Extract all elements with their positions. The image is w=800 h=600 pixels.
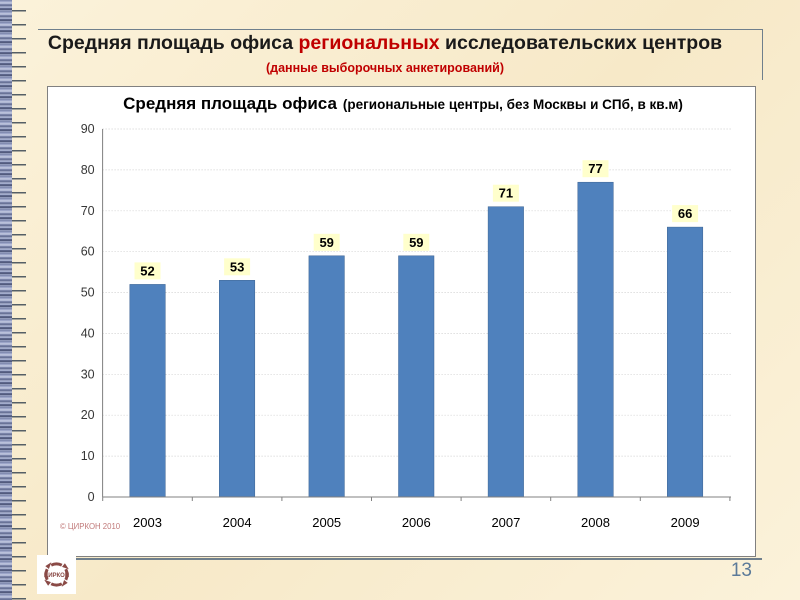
svg-text:0: 0 — [88, 490, 95, 504]
svg-text:66: 66 — [678, 206, 692, 221]
svg-text:59: 59 — [319, 235, 333, 250]
svg-text:70: 70 — [81, 204, 95, 218]
svg-text:2009: 2009 — [671, 515, 700, 530]
svg-text:59: 59 — [409, 235, 423, 250]
svg-text:ЦИРКОН: ЦИРКОН — [44, 573, 69, 579]
svg-text:52: 52 — [140, 263, 154, 278]
svg-text:2004: 2004 — [223, 515, 252, 530]
svg-text:80: 80 — [81, 163, 95, 177]
svg-text:71: 71 — [499, 186, 513, 201]
svg-text:60: 60 — [81, 245, 95, 259]
svg-text:2008: 2008 — [581, 515, 610, 530]
svg-text:20: 20 — [81, 408, 95, 422]
svg-text:53: 53 — [230, 259, 244, 274]
svg-text:40: 40 — [81, 326, 95, 340]
svg-text:2006: 2006 — [402, 515, 431, 530]
svg-text:2007: 2007 — [491, 515, 520, 530]
svg-text:2003: 2003 — [133, 515, 162, 530]
svg-text:Средняя площадь офиса(регионал: Средняя площадь офиса (региональные центр… — [123, 94, 683, 113]
svg-text:50: 50 — [81, 286, 95, 300]
svg-text:© ЦИРКОН 2010: © ЦИРКОН 2010 — [60, 522, 121, 531]
svg-text:77: 77 — [588, 161, 602, 176]
svg-text:10: 10 — [81, 449, 95, 463]
svg-text:2005: 2005 — [312, 515, 341, 530]
svg-text:30: 30 — [81, 367, 95, 381]
svg-text:90: 90 — [81, 122, 95, 136]
